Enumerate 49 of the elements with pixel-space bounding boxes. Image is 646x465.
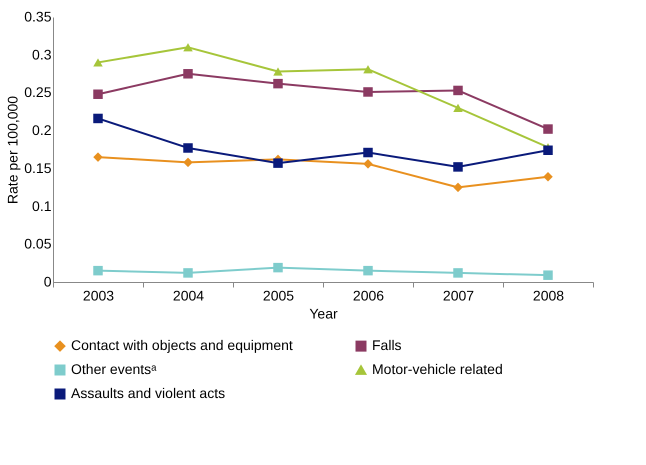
point	[93, 89, 103, 99]
legend-label: Contact with objects and equipment	[71, 337, 293, 354]
point	[363, 159, 373, 169]
point	[93, 114, 103, 124]
point	[363, 148, 373, 158]
point	[183, 158, 193, 168]
y-axis-title: Rate per 100,000	[4, 96, 20, 204]
point	[543, 270, 553, 280]
y-tick-label: 0.2	[32, 122, 52, 138]
x-axis-title: Year	[309, 306, 338, 322]
x-tick-label: 2008	[532, 288, 564, 304]
legend-label: Falls	[372, 337, 402, 354]
point	[93, 58, 103, 67]
point	[273, 158, 283, 168]
point	[543, 146, 553, 155]
point	[543, 124, 553, 134]
point	[453, 162, 463, 172]
legend-label: Other eventsᵃ	[71, 361, 158, 377]
point	[453, 182, 463, 192]
point	[363, 87, 373, 97]
point	[543, 172, 553, 182]
y-tick-label: 0.25	[24, 84, 52, 100]
x-tick-label: 2005	[262, 288, 294, 304]
point	[183, 69, 193, 79]
x-tick-label: 2006	[352, 288, 384, 304]
y-tick-label: 0.3	[32, 46, 52, 62]
point	[93, 266, 103, 276]
legend-label: Assaults and violent acts	[71, 385, 226, 401]
y-tick-label: 0	[44, 274, 52, 290]
point	[183, 268, 193, 278]
point	[453, 104, 463, 112]
y-tick-label: 0.35	[24, 8, 52, 24]
point	[183, 43, 193, 52]
point	[453, 268, 463, 278]
y-tick-label: 0.05	[24, 236, 52, 252]
x-tick-label: 2003	[82, 288, 114, 304]
legend-label: Motor-vehicle related	[372, 361, 503, 377]
point	[363, 65, 373, 74]
point	[453, 86, 463, 96]
point	[273, 78, 283, 88]
point	[93, 152, 103, 162]
y-tick-label: 0.15	[24, 160, 52, 176]
x-tick-label: 2004	[172, 288, 204, 304]
y-tick-label: 0.1	[32, 198, 52, 214]
point	[273, 262, 283, 272]
x-tick-label: 2007	[442, 288, 474, 304]
point	[363, 266, 373, 276]
point	[273, 67, 283, 76]
point	[183, 143, 193, 153]
